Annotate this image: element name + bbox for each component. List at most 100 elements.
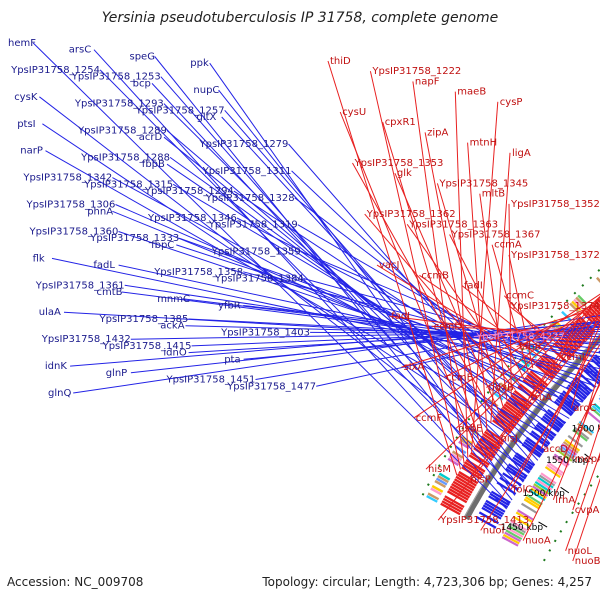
- reverse-gene: [508, 396, 528, 412]
- forward-gene: [512, 456, 532, 471]
- cog-block: [561, 443, 577, 456]
- label-connector: [510, 334, 600, 490]
- gene-label-reverse: nuoL: [568, 546, 593, 557]
- label-connector: [294, 197, 577, 411]
- label-connector: [419, 274, 543, 359]
- gene-label-forward: ackA: [160, 321, 184, 332]
- reverse-gene: [480, 435, 501, 450]
- gene-label-forward: YpsIP31758_1342: [22, 173, 112, 184]
- forward-gene: [485, 499, 506, 513]
- cog-block: [586, 410, 600, 424]
- summary-text: Topology: circular; Length: 4,723,306 bp…: [261, 575, 592, 589]
- forward-gene: [557, 396, 576, 413]
- label-connector: [413, 293, 600, 419]
- forward-gene: [489, 492, 510, 507]
- cog-block: [450, 452, 462, 462]
- gene-label-reverse: ligA: [512, 148, 531, 159]
- map-title: Yersinia pseudotuberculosis IP 31758, co…: [102, 10, 499, 26]
- gene-label-forward: yfbR: [218, 301, 241, 312]
- label-connector: [112, 177, 567, 424]
- gene-label-forward: YpsIP31758_1432: [41, 334, 131, 345]
- reverse-gene: [441, 500, 462, 513]
- gene-label-forward: idnO: [163, 348, 186, 359]
- cog-block: [452, 450, 464, 459]
- reverse-gene: [474, 444, 495, 459]
- cog-block: [577, 422, 593, 436]
- gene-label-reverse: YpsIP31758_1353: [354, 158, 444, 169]
- label-connector: [424, 132, 484, 435]
- label-connector: [166, 163, 560, 432]
- gene-label-forward: speG: [130, 52, 155, 63]
- label-connector: [449, 234, 525, 380]
- label-connector: [491, 244, 529, 374]
- cog-block: [526, 494, 543, 506]
- label-connector: [112, 210, 583, 403]
- label-connector: [467, 142, 488, 429]
- label-connector: [121, 291, 600, 354]
- gene-label-reverse: YpsIP31758_4227: [475, 332, 565, 343]
- genome-backbone-edge: [463, 333, 600, 518]
- cog-block: [569, 302, 580, 313]
- gene-label-forward: bcp: [133, 78, 151, 89]
- label-connector: [572, 477, 600, 562]
- reverse-gene: [540, 357, 559, 374]
- cog-block: [552, 455, 569, 468]
- gene-label-forward: YpsIP31758_1346: [147, 213, 237, 224]
- cog-block: [449, 455, 461, 464]
- gene-label-layer: hemFarsCspeGppkYpsIP31758_1254YpsIP31758…: [8, 38, 600, 567]
- gene-label-forward: fbpC: [151, 240, 174, 251]
- cog-block: [567, 434, 584, 448]
- gene-label-forward: ptsI: [17, 119, 35, 130]
- gene-label-forward: YpsIP31758_1315: [83, 179, 173, 190]
- accession-text: Accession: NC_009708: [7, 575, 143, 589]
- gene-label-reverse: ccmC: [506, 291, 534, 302]
- label-connector: [552, 380, 600, 500]
- gene-label-reverse: thiD: [330, 56, 351, 67]
- gene-label-reverse: YpsIP31758_1362: [366, 209, 456, 220]
- gene-label-forward: YpsIP31758_1328: [205, 193, 295, 204]
- forward-gene: [515, 452, 535, 467]
- gene-label-forward: flk: [33, 253, 45, 264]
- reverse-gene: [449, 485, 470, 499]
- cog-block: [521, 502, 538, 514]
- gene-label-forward: YpsIP31758_1451: [166, 375, 256, 386]
- gene-label-forward: YpsIP31758_1403: [220, 327, 310, 338]
- gene-label-reverse: mltB: [482, 189, 505, 200]
- label-connector: [63, 311, 600, 344]
- gene-label-forward: YpsIP31758_1294: [144, 186, 234, 197]
- label-connector: [455, 295, 600, 429]
- gene-label-reverse: cysU: [342, 107, 366, 118]
- cog-block: [523, 498, 541, 510]
- gene-label-reverse: nuoB: [575, 556, 600, 567]
- label-connector: [364, 213, 516, 390]
- reverse-gene: [563, 332, 581, 349]
- cog-block: [431, 484, 444, 493]
- cog-block: [553, 453, 570, 466]
- cog-block: [573, 298, 584, 309]
- cog-block: [437, 475, 449, 484]
- cog-block: [531, 485, 549, 497]
- gene-label-forward: YpsIP31758_1385: [99, 314, 189, 325]
- label-connector: [93, 49, 510, 505]
- cog-block: [529, 489, 546, 502]
- gene-label-reverse: lrhA: [555, 495, 575, 506]
- kbp-tick-layer: 1450 kbp 1500 kbp 1550 kbp 1600 kbp 1650 kbp…: [501, 394, 600, 533]
- kbp-tick-label: 1650 kbp: [599, 394, 600, 404]
- cog-block: [507, 524, 525, 536]
- reverse-gene: [479, 437, 499, 452]
- reverse-gene: [501, 405, 521, 421]
- label-connector: [118, 264, 600, 370]
- gene-label-reverse: fadI: [464, 281, 483, 292]
- gene-label-forward: YpsIP31758_1289: [77, 126, 167, 137]
- reverse-gene: [455, 475, 476, 489]
- forward-gene: [543, 413, 563, 429]
- label-connector: [185, 325, 600, 338]
- gene-label-reverse: vacJ: [379, 260, 400, 271]
- gene-label-reverse: truA: [531, 393, 552, 404]
- cog-block: [561, 310, 572, 321]
- gene-label-forward: ppk: [190, 58, 209, 69]
- gene-label-forward: glnP: [106, 368, 128, 379]
- gene-label-forward: nupC: [193, 85, 219, 96]
